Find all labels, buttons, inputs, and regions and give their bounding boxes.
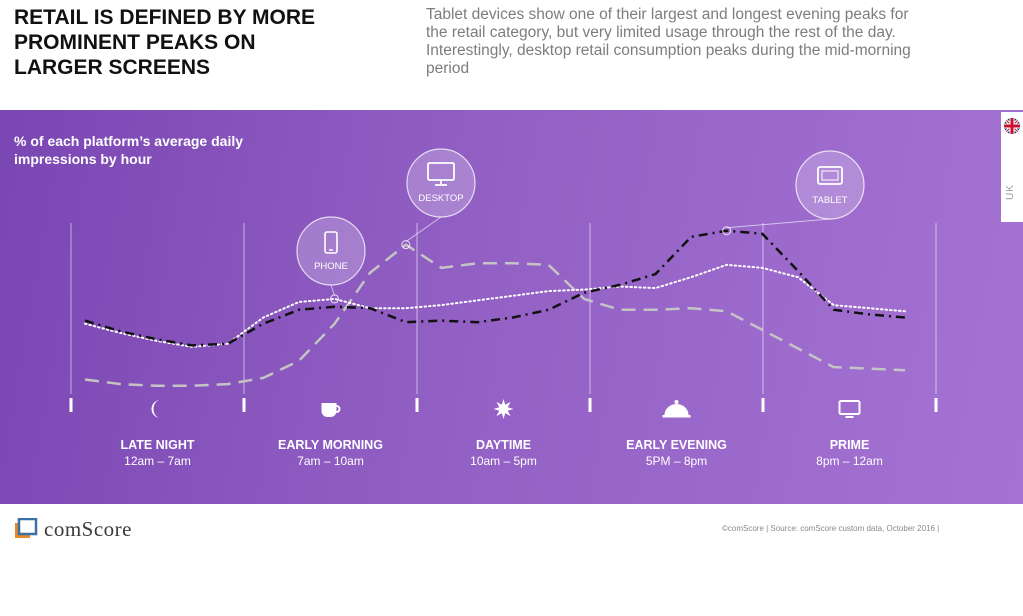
callout-desktop: DESKTOP bbox=[401, 148, 476, 250]
comscore-logo[interactable]: comScore bbox=[14, 515, 132, 543]
callout-leader bbox=[405, 216, 442, 243]
peak-marker bbox=[401, 240, 411, 250]
page-title: RETAIL IS DEFINED BY MORE PROMINENT PEAK… bbox=[14, 6, 316, 79]
period-label: PRIME bbox=[830, 438, 870, 452]
callout-leader bbox=[330, 284, 336, 297]
period-tick bbox=[934, 398, 938, 412]
sun-icon bbox=[493, 399, 514, 419]
page-subtitle: Tablet devices show one of their largest… bbox=[426, 6, 911, 77]
chart-panel: % of each platform’s average daily impre… bbox=[0, 110, 1023, 504]
phone-icon bbox=[324, 231, 338, 254]
callout-phone: PHONE bbox=[296, 216, 366, 304]
series-line-tablet bbox=[84, 229, 906, 347]
region-label: UK bbox=[1005, 184, 1016, 200]
peak-marker bbox=[330, 294, 340, 304]
logo-text: comScore bbox=[44, 516, 132, 541]
moon-icon bbox=[151, 400, 161, 418]
callout-circle bbox=[795, 150, 865, 220]
period-label: LATE NIGHT bbox=[120, 438, 194, 452]
period-time: 8pm – 12am bbox=[816, 454, 883, 468]
region-tab[interactable]: UK bbox=[1001, 112, 1023, 222]
period-label: DAYTIME bbox=[476, 438, 531, 452]
desktop-icon bbox=[427, 162, 455, 186]
series-line-desktop bbox=[84, 243, 906, 387]
uk-flag-icon bbox=[1004, 118, 1020, 134]
period-time: 10am – 5pm bbox=[470, 454, 537, 468]
period-time: 7am – 10am bbox=[297, 454, 364, 468]
series-line-phone bbox=[84, 263, 906, 348]
peak-marker bbox=[722, 226, 732, 236]
line-chart: PHONE DESKTOP TABLET LATE NIGHT 12am – 7am EA… bbox=[69, 148, 938, 468]
comscore-logo-icon bbox=[15, 518, 38, 538]
period-label: EARLY MORNING bbox=[278, 438, 383, 452]
callout-label: DESKTOP bbox=[418, 193, 463, 204]
coffee-cup-icon bbox=[321, 403, 341, 417]
period-tick bbox=[415, 398, 419, 412]
period-tick bbox=[761, 398, 765, 412]
tv-icon bbox=[838, 400, 861, 418]
period-time: 5PM – 8pm bbox=[646, 454, 707, 468]
period-time: 12am – 7am bbox=[124, 454, 191, 468]
callout-label: PHONE bbox=[314, 261, 348, 272]
period-tick bbox=[588, 398, 592, 412]
callout-label: TABLET bbox=[812, 195, 847, 206]
period-tick bbox=[69, 398, 73, 412]
period-tick bbox=[242, 398, 246, 412]
period-label: EARLY EVENING bbox=[626, 438, 727, 452]
y-axis-label: % of each platform’s average daily impre… bbox=[14, 133, 244, 167]
cloche-icon bbox=[662, 400, 691, 418]
tablet-icon bbox=[817, 166, 843, 185]
source-note: ©comScore | Source: comScore custom data… bbox=[722, 524, 940, 533]
callout-leader bbox=[726, 218, 831, 229]
callout-circle bbox=[296, 216, 366, 286]
callout-tablet: TABLET bbox=[722, 150, 865, 236]
